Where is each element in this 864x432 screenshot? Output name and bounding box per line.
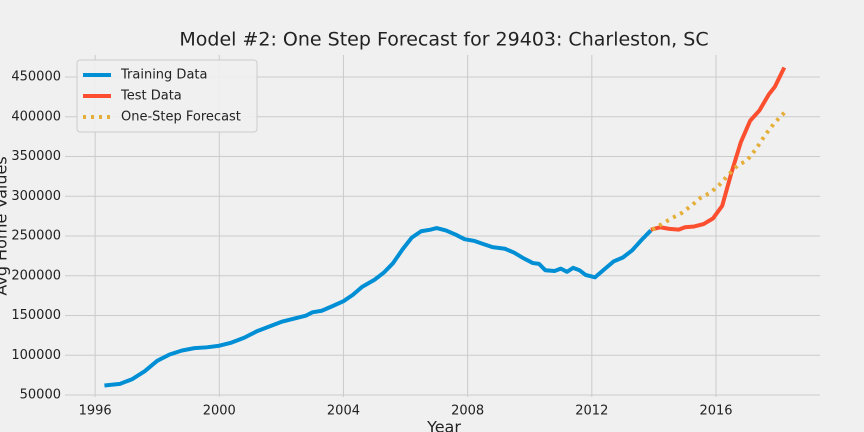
y-tick-label: 350000	[11, 149, 61, 164]
legend-label: Training Data	[120, 68, 207, 83]
legend-box	[76, 59, 258, 133]
chart-title: Model #2: One Step Forecast for 29403: C…	[179, 29, 708, 51]
y-tick-label: 300000	[11, 189, 61, 204]
y-tick-label: 450000	[11, 70, 61, 85]
x-tick-label: 2016	[699, 404, 732, 419]
legend-label: Test Data	[120, 89, 182, 104]
legend-label: One-Step Forecast	[121, 110, 241, 125]
x-tick-label: 2000	[203, 404, 236, 419]
x-tick-label: 2012	[575, 404, 608, 419]
series-line	[650, 66, 787, 232]
x-tick-label: 2004	[327, 404, 360, 419]
y-axis-label: Avg Home Values	[0, 156, 11, 295]
x-tick-label: 1996	[79, 404, 112, 419]
y-tick-label: 400000	[11, 109, 61, 124]
x-axis-label: Year	[426, 418, 461, 432]
y-tick-label: 200000	[11, 268, 61, 283]
y-tick-label: 250000	[11, 229, 61, 244]
series-line	[104, 226, 653, 388]
series-line	[651, 111, 786, 232]
legend: Training Data Test Data One-Step Forecast	[76, 59, 258, 133]
y-tick-label: 150000	[11, 308, 61, 323]
y-tick-label: 50000	[20, 388, 61, 403]
y-tick-label: 100000	[11, 348, 61, 363]
x-tick-label: 2008	[451, 404, 484, 419]
